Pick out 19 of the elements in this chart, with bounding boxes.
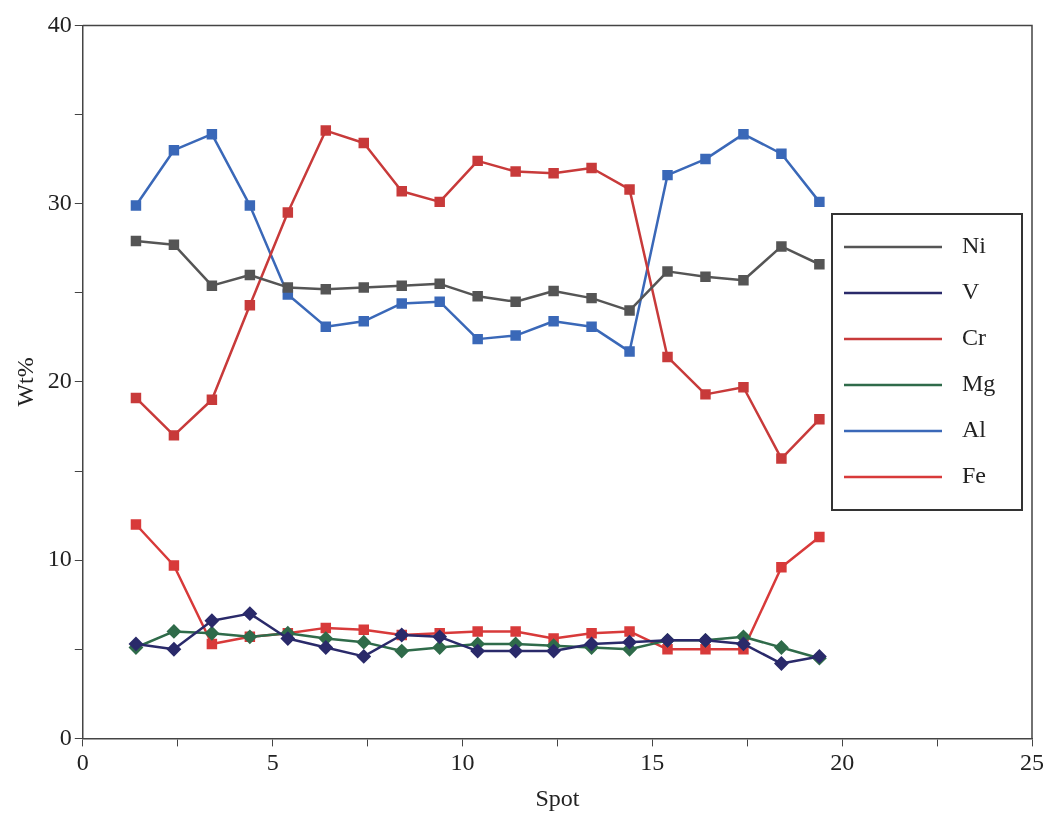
- x-tick-label: 20: [830, 749, 855, 776]
- legend-label: Ni: [962, 232, 987, 259]
- y-axis-title: Wt%: [11, 357, 38, 407]
- legend-label: Mg: [962, 370, 996, 397]
- legend-label: Al: [962, 416, 987, 443]
- legend-label: Fe: [962, 462, 986, 489]
- legend-label: Cr: [962, 324, 987, 351]
- y-tick-label: 30: [47, 188, 72, 215]
- x-tick-label: 15: [640, 749, 665, 776]
- x-axis-title: Spot: [535, 784, 580, 811]
- y-tick-label: 20: [47, 367, 72, 394]
- x-tick-label: 25: [1020, 749, 1044, 776]
- y-tick-label: 40: [47, 10, 72, 37]
- x-tick-label: 10: [450, 749, 475, 776]
- y-tick-label: 0: [59, 723, 72, 750]
- x-tick-label: 0: [76, 749, 89, 776]
- legend-label: V: [962, 278, 980, 305]
- x-tick-label: 5: [266, 749, 279, 776]
- y-tick-label: 10: [47, 545, 72, 572]
